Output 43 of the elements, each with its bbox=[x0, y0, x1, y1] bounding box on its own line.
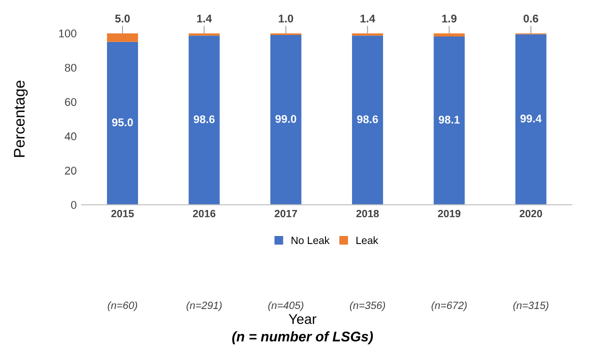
x-tick-label: 2015 bbox=[111, 210, 134, 218]
text: (n=315) bbox=[513, 301, 548, 312]
x-tick-label: 2019 bbox=[438, 210, 460, 218]
data-label: 0.6 bbox=[524, 14, 538, 22]
bar bbox=[106, 33, 138, 42]
text: (n=60) bbox=[108, 301, 138, 312]
bar bbox=[106, 42, 138, 205]
text: (n=291) bbox=[186, 301, 222, 312]
x-tick-label: 2020 bbox=[520, 210, 542, 218]
text: (n=356) bbox=[350, 301, 386, 312]
y-tick-label: 20 bbox=[65, 166, 76, 175]
data-label: 99.4 bbox=[520, 114, 542, 122]
y-tick-label: 40 bbox=[64, 132, 76, 140]
data-label: 5.0 bbox=[115, 14, 130, 22]
bar bbox=[270, 34, 302, 205]
y-axis-title: Percentage bbox=[14, 80, 28, 157]
data-label: 1.4 bbox=[197, 14, 212, 22]
bar bbox=[434, 33, 465, 37]
x-tick-label: 2018 bbox=[356, 210, 379, 218]
data-label: 1.9 bbox=[442, 14, 457, 22]
bar bbox=[352, 36, 384, 205]
bar bbox=[515, 34, 546, 205]
bar bbox=[434, 36, 465, 205]
y-tick-label: 80 bbox=[64, 64, 76, 72]
text: (n=405) bbox=[268, 301, 304, 312]
text: Year bbox=[288, 314, 316, 324]
y-tick-label: 60 bbox=[65, 98, 76, 106]
data-label: 1.0 bbox=[278, 14, 294, 22]
text: (n=672) bbox=[432, 301, 467, 312]
data-label: 99.0 bbox=[275, 114, 296, 123]
data-label: 98.6 bbox=[357, 115, 378, 124]
data-label: 95.0 bbox=[112, 118, 133, 126]
data-label: 1.4 bbox=[360, 14, 376, 22]
y-tick-label: 0 bbox=[71, 201, 76, 209]
x-tick-label: 2016 bbox=[192, 210, 216, 218]
data-label: 98.6 bbox=[194, 115, 215, 124]
x-tick-label: 2017 bbox=[274, 210, 297, 218]
bar bbox=[188, 36, 220, 205]
data-label: 98.1 bbox=[438, 116, 460, 124]
y-tick-label: 100 bbox=[59, 30, 76, 38]
legend-label: Leak bbox=[356, 236, 378, 244]
legend-label: No Leak bbox=[292, 236, 330, 244]
text: (n = number of LSGs) bbox=[232, 331, 373, 344]
